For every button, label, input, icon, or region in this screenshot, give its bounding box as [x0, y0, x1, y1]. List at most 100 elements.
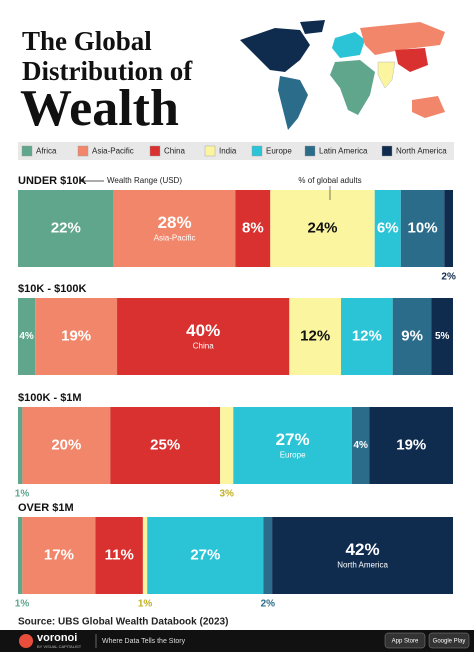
value-label: 19% [61, 327, 91, 344]
bar-segment [18, 407, 23, 484]
annotation: Wealth Range (USD) [107, 176, 182, 185]
legend-swatch [381, 145, 393, 157]
annotation: % of global adults [298, 176, 361, 185]
row-label: OVER $1M [18, 502, 74, 514]
bar-segment [220, 407, 234, 484]
bar-segment [392, 298, 432, 375]
value-label: 10% [408, 219, 438, 236]
bar-segment [270, 190, 375, 267]
value-label-outside: 2% [261, 599, 276, 610]
map-africa [330, 60, 375, 115]
legend-swatch [304, 145, 316, 157]
legend-label: India [219, 147, 237, 156]
google-play-badge[interactable] [428, 632, 470, 649]
bar-segment [369, 407, 453, 484]
segment-name: Asia-Pacific [154, 234, 196, 243]
value-label: 27% [276, 430, 310, 449]
footer-logo [19, 634, 33, 648]
value-label: 8% [242, 219, 264, 236]
footer-band [0, 630, 474, 652]
value-label: 4% [354, 440, 369, 451]
world-map [240, 20, 445, 130]
value-label-outside: 1% [138, 599, 153, 610]
legend-swatch [251, 145, 263, 157]
value-label: 11% [105, 546, 134, 563]
segment-name: China [193, 342, 214, 351]
legend-label: Latin America [319, 147, 368, 156]
bar-segment [235, 190, 271, 267]
footer-brand: voronoi [37, 632, 77, 644]
value-label: 12% [300, 327, 330, 344]
bar-segment [95, 517, 143, 594]
map-latin-america [278, 76, 308, 130]
source: Source: UBS Global Wealth Databook (2023… [18, 617, 228, 628]
bar-segment [22, 407, 111, 484]
value-label: 22% [51, 219, 81, 236]
map-north-america [240, 28, 310, 72]
value-label-outside: 1% [15, 599, 30, 610]
value-label: 25% [150, 436, 180, 453]
value-label: 40% [186, 321, 220, 340]
bar-segment [117, 298, 290, 375]
bar-segment [263, 517, 273, 594]
bar-segment [147, 517, 264, 594]
legend-label: North America [396, 147, 447, 156]
legend-background [18, 142, 454, 160]
bar-segment [113, 190, 236, 267]
value-label: 19% [396, 436, 426, 453]
value-label: 9% [401, 327, 423, 344]
map-europe [332, 32, 365, 58]
map-china [395, 48, 428, 72]
map-asia [360, 22, 445, 55]
google-play-label[interactable]: Google Play [433, 639, 466, 645]
bar-segment [431, 298, 453, 375]
map-india [377, 61, 396, 89]
bars: UNDER $10K 22% 28% Asia-Pacific 8% 24% 6% 10% 2%… [15, 175, 456, 610]
row-label: UNDER $10K [18, 175, 87, 187]
bar-segment [374, 190, 401, 267]
bar-segment [35, 298, 118, 375]
value-label-outside: 1% [15, 489, 30, 500]
value-label: 27% [190, 546, 220, 563]
map-oceania [412, 96, 445, 118]
title-line: Distribution of [22, 56, 193, 86]
legend: Africa Asia-Pacific China India Europe Latin … [21, 145, 447, 157]
app-store-label[interactable]: App Store [392, 639, 419, 645]
bar-segment [233, 407, 352, 484]
segment-name: North America [337, 561, 388, 570]
app-store-badge[interactable] [384, 632, 426, 649]
value-label: 20% [51, 436, 81, 453]
row-label: $100K - $1M [18, 392, 82, 404]
value-label-outside: 2% [441, 272, 456, 283]
row-label: $10K - $100K [18, 283, 87, 295]
footer-tagline: Where Data Tells the Story [102, 638, 186, 645]
bar-segment [400, 190, 445, 267]
bar-segment [272, 517, 453, 594]
value-label: 24% [307, 219, 337, 236]
value-label: 28% [158, 213, 192, 232]
value-label-outside: 3% [219, 489, 234, 500]
value-label: 17% [44, 546, 74, 563]
legend-label: Asia-Pacific [92, 147, 134, 156]
value-label: 42% [346, 540, 380, 559]
bar-segment [341, 298, 393, 375]
legend-swatch [77, 145, 89, 157]
legend-label: Africa [36, 147, 57, 156]
legend-swatch [21, 145, 33, 157]
legend-swatch [204, 145, 216, 157]
bar-segment [351, 407, 370, 484]
bar-segment [142, 517, 148, 594]
legend-swatch [149, 145, 161, 157]
value-label: 4% [19, 331, 34, 342]
bar-segment [289, 298, 342, 375]
bar-segment [18, 517, 23, 594]
value-label: 5% [435, 331, 450, 342]
legend-label: Europe [266, 147, 292, 156]
map-greenland [300, 20, 325, 34]
bar-segment [18, 190, 114, 267]
bar-segment [18, 298, 36, 375]
bar-segment [444, 190, 453, 267]
bar-segment [110, 407, 221, 484]
title-line: The Global [22, 26, 152, 56]
